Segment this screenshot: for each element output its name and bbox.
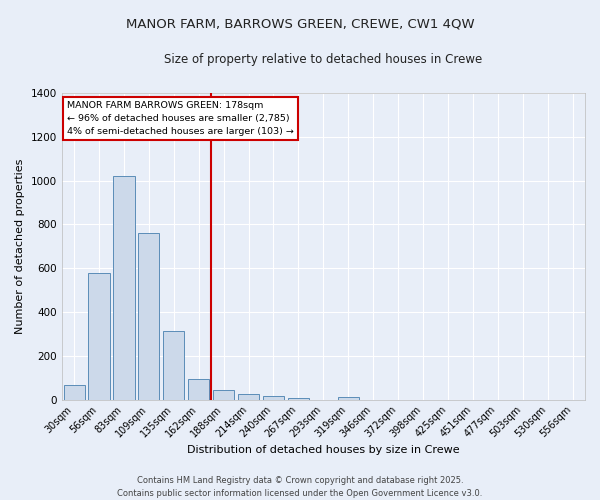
Bar — [88, 272, 110, 400]
Bar — [338, 398, 359, 400]
Bar — [263, 396, 284, 400]
Text: Contains HM Land Registry data © Crown copyright and database right 2025.
Contai: Contains HM Land Registry data © Crown c… — [118, 476, 482, 498]
Bar — [213, 390, 234, 400]
Text: MANOR FARM BARROWS GREEN: 178sqm
← 96% of detached houses are smaller (2,785)
4%: MANOR FARM BARROWS GREEN: 178sqm ← 96% o… — [67, 100, 294, 136]
Bar — [238, 394, 259, 400]
Bar — [163, 330, 184, 400]
Bar — [64, 386, 85, 400]
Bar — [138, 233, 160, 400]
Bar — [288, 398, 309, 400]
Title: Size of property relative to detached houses in Crewe: Size of property relative to detached ho… — [164, 52, 482, 66]
Bar — [188, 379, 209, 400]
X-axis label: Distribution of detached houses by size in Crewe: Distribution of detached houses by size … — [187, 445, 460, 455]
Y-axis label: Number of detached properties: Number of detached properties — [15, 158, 25, 334]
Bar — [113, 176, 134, 400]
Text: MANOR FARM, BARROWS GREEN, CREWE, CW1 4QW: MANOR FARM, BARROWS GREEN, CREWE, CW1 4Q… — [125, 18, 475, 30]
